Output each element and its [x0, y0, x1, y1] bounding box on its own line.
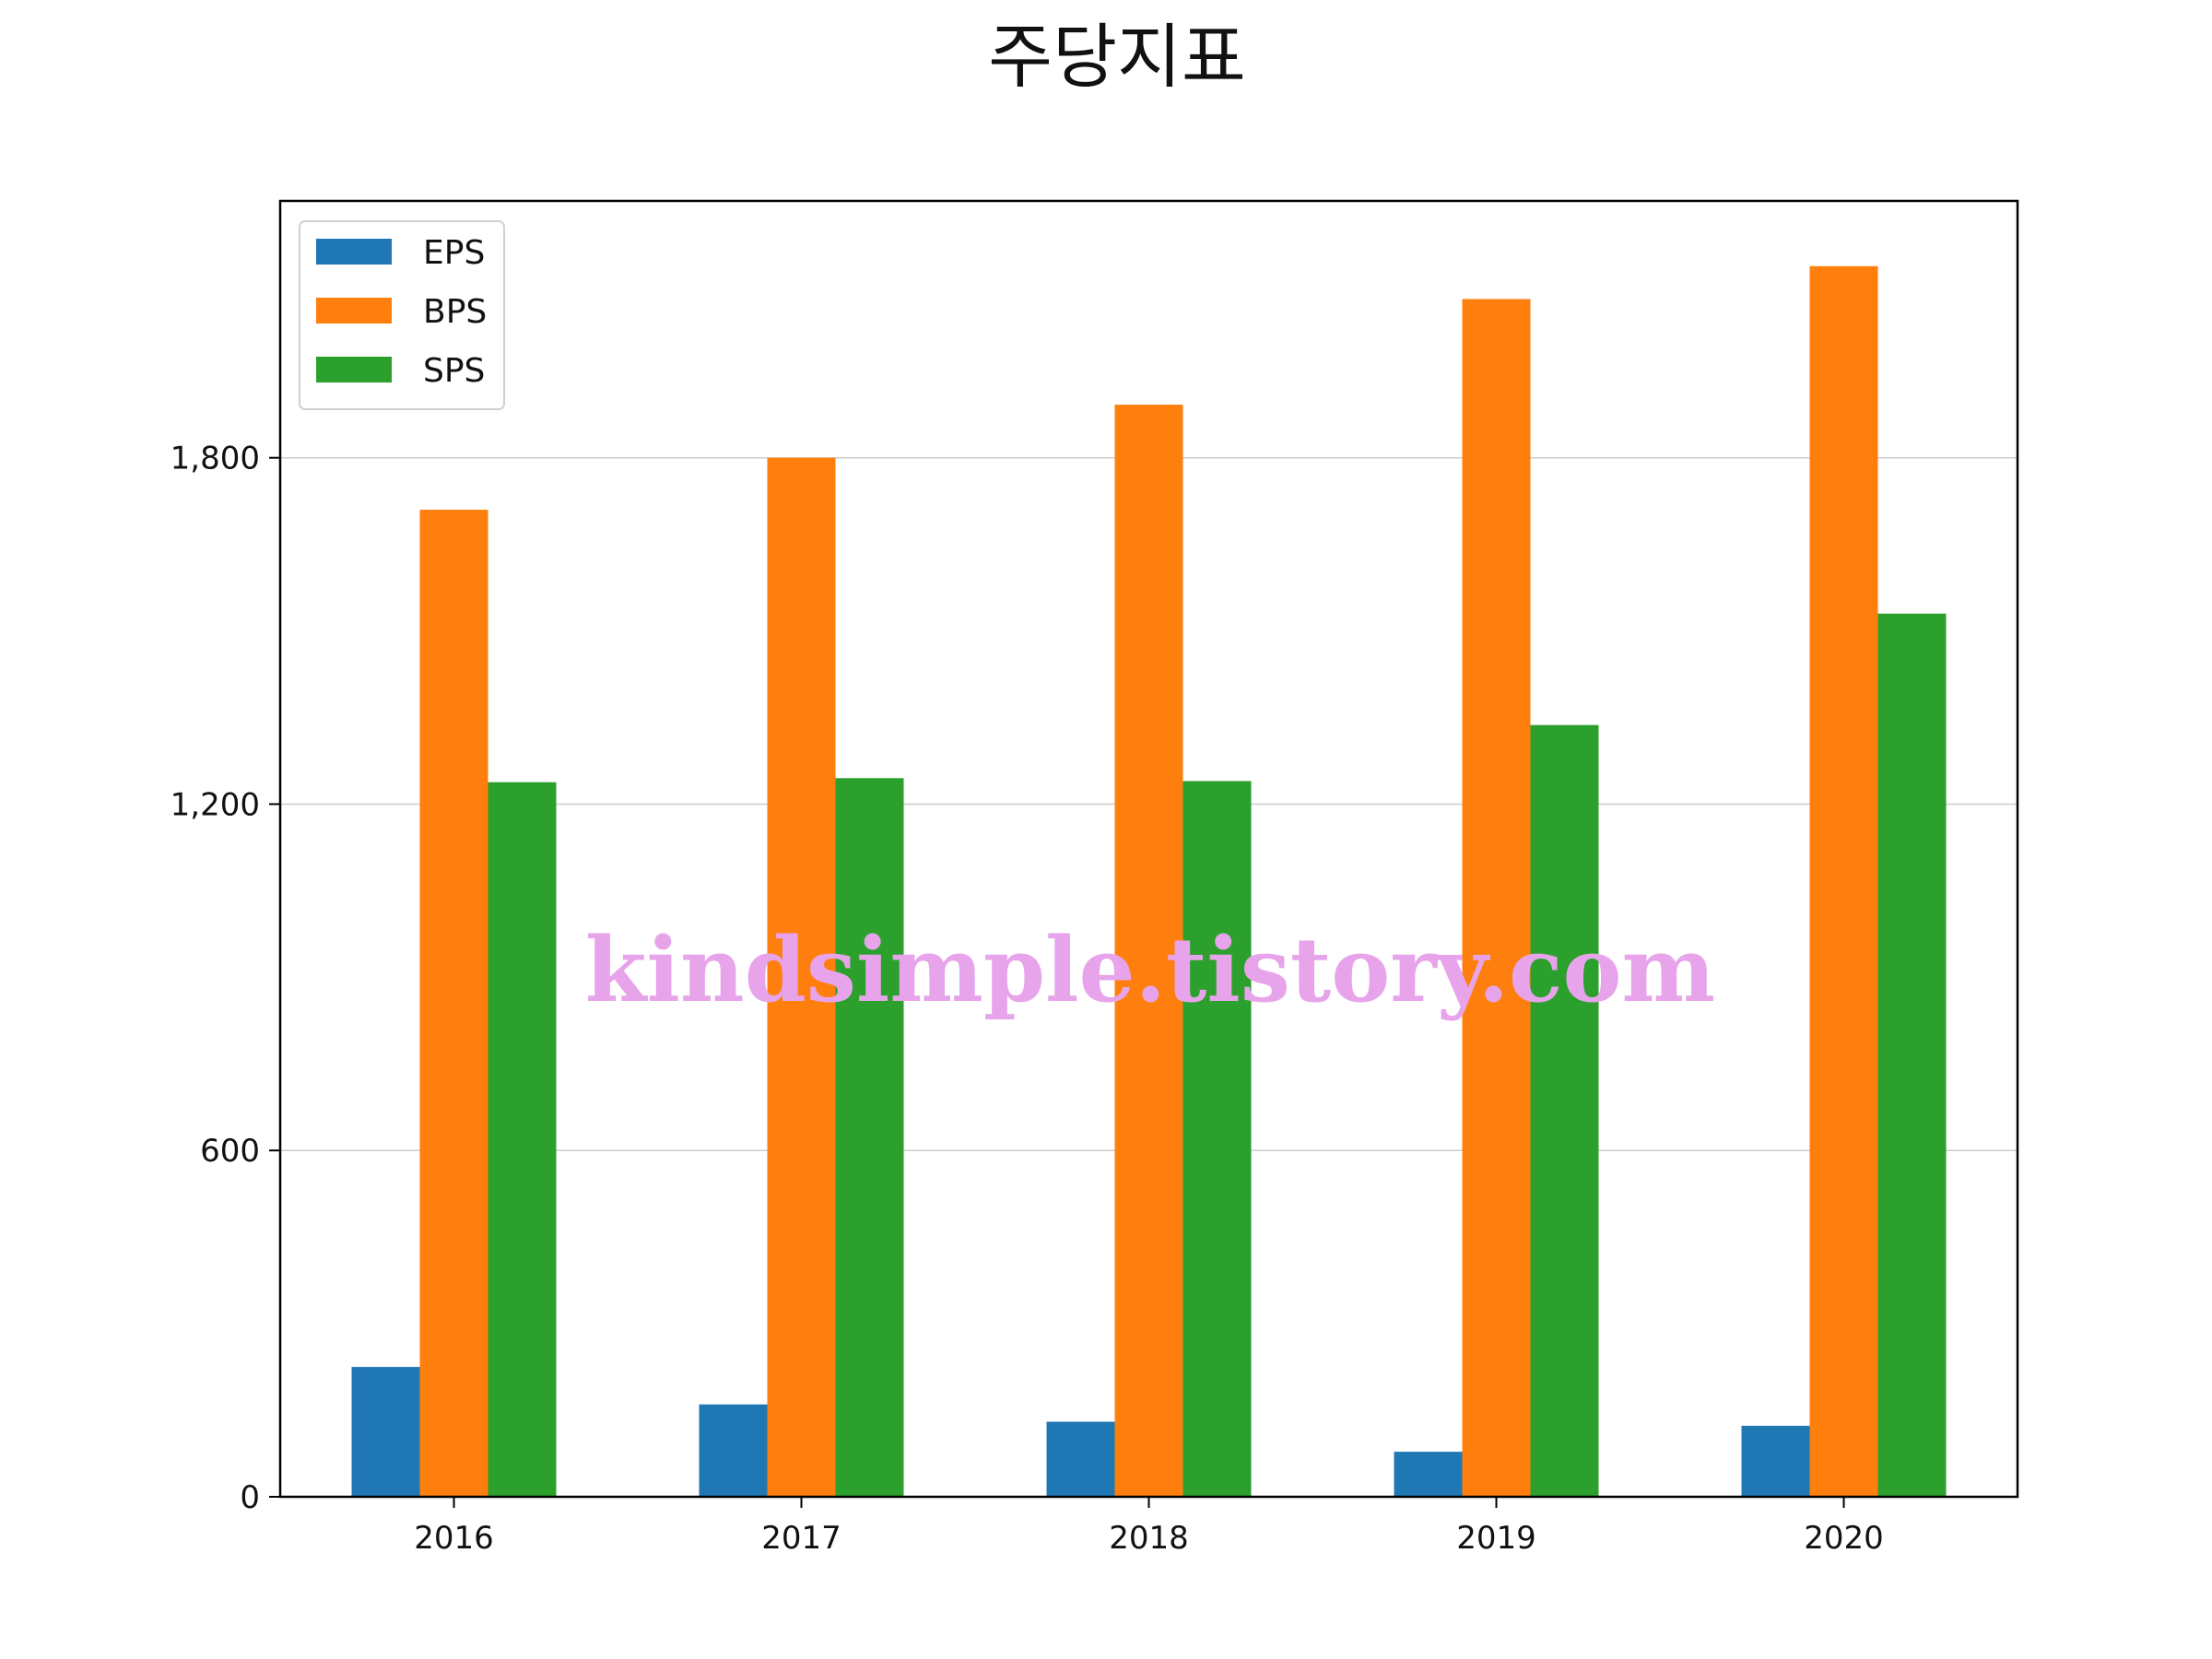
- bar-sps-2019: [1530, 724, 1599, 1497]
- bar-eps-2018: [1046, 1421, 1115, 1497]
- legend: EPS BPS SPS: [299, 220, 505, 410]
- legend-swatch-sps: [316, 357, 392, 382]
- bar-bps-2019: [1462, 299, 1531, 1497]
- bar-eps-2017: [699, 1404, 768, 1497]
- bar-bps-2016: [419, 510, 488, 1498]
- x-tick-label: 2016: [414, 1520, 494, 1557]
- y-tick-label: 0: [240, 1479, 260, 1516]
- x-tick-label: 2018: [1109, 1520, 1189, 1557]
- bars: [351, 265, 1947, 1498]
- bar-eps-2016: [351, 1367, 420, 1497]
- bar-bps-2018: [1114, 405, 1183, 1498]
- x-axis: 2016 2017 2018 2019 2020: [414, 1497, 1884, 1557]
- bar-sps-2016: [488, 782, 557, 1497]
- legend-swatch-bps: [316, 298, 392, 324]
- x-tick-label: 2017: [761, 1520, 841, 1557]
- y-axis: 0 600 1,200 1,800: [171, 441, 280, 1516]
- bar-bps-2020: [1809, 265, 1878, 1497]
- bar-sps-2020: [1877, 613, 1947, 1497]
- watermark-text: kindsimple.tistory.com: [585, 918, 1715, 1022]
- legend-label-bps: BPS: [423, 293, 487, 331]
- legend-label-eps: EPS: [423, 234, 485, 272]
- y-tick-label: 1,200: [171, 786, 260, 823]
- bar-bps-2017: [767, 457, 836, 1498]
- bar-eps-2020: [1741, 1425, 1810, 1497]
- x-tick-label: 2019: [1456, 1520, 1536, 1557]
- legend-swatch-eps: [316, 239, 392, 265]
- bar-sps-2017: [835, 778, 904, 1497]
- bar-sps-2018: [1182, 781, 1252, 1497]
- bar-eps-2019: [1394, 1452, 1463, 1497]
- x-tick-label: 2020: [1804, 1520, 1884, 1557]
- y-tick-label: 600: [200, 1133, 260, 1170]
- legend-label-sps: SPS: [423, 352, 485, 390]
- chart-title: 주당지표: [988, 16, 1246, 98]
- y-tick-label: 1,800: [171, 441, 260, 477]
